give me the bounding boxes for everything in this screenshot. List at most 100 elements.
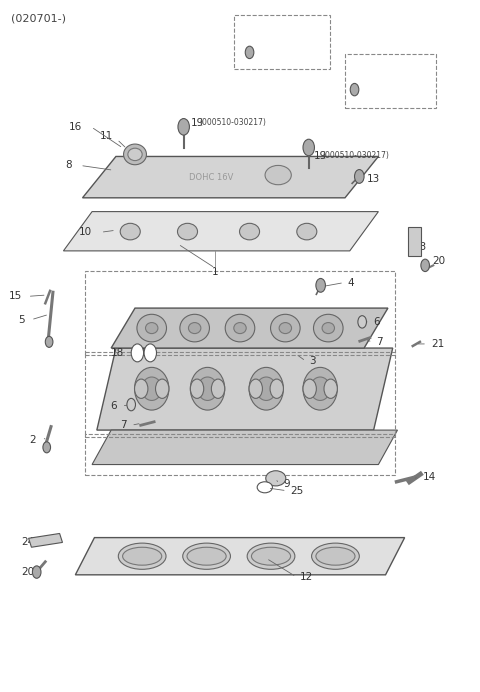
Ellipse shape xyxy=(257,482,273,493)
Text: 6: 6 xyxy=(111,401,117,411)
Ellipse shape xyxy=(191,367,225,410)
Circle shape xyxy=(350,84,359,95)
Circle shape xyxy=(245,46,254,59)
Text: 23: 23 xyxy=(413,242,426,253)
Circle shape xyxy=(421,260,430,271)
Ellipse shape xyxy=(180,314,209,342)
Circle shape xyxy=(43,441,50,453)
Ellipse shape xyxy=(310,377,330,401)
Ellipse shape xyxy=(256,377,276,401)
Ellipse shape xyxy=(247,543,295,570)
Polygon shape xyxy=(97,348,393,430)
Ellipse shape xyxy=(265,165,291,185)
Text: 1: 1 xyxy=(212,266,218,277)
Ellipse shape xyxy=(312,543,360,570)
Circle shape xyxy=(355,170,364,183)
Ellipse shape xyxy=(322,322,335,334)
Ellipse shape xyxy=(249,367,283,410)
Text: 3: 3 xyxy=(309,356,316,366)
Ellipse shape xyxy=(271,314,300,342)
Circle shape xyxy=(45,336,53,347)
Ellipse shape xyxy=(118,543,166,570)
Text: 11: 11 xyxy=(100,131,113,141)
Ellipse shape xyxy=(234,322,246,334)
Circle shape xyxy=(270,379,283,399)
Ellipse shape xyxy=(178,224,198,240)
Text: 20: 20 xyxy=(432,256,445,266)
Text: 8: 8 xyxy=(65,161,72,170)
Ellipse shape xyxy=(313,314,343,342)
Text: 9: 9 xyxy=(283,479,289,489)
Circle shape xyxy=(191,379,204,399)
Text: 18: 18 xyxy=(136,348,149,358)
Text: 4: 4 xyxy=(348,277,354,288)
Polygon shape xyxy=(111,308,388,348)
Circle shape xyxy=(144,344,156,362)
Ellipse shape xyxy=(123,144,146,165)
Text: 12: 12 xyxy=(300,572,313,582)
Ellipse shape xyxy=(134,367,169,410)
Ellipse shape xyxy=(189,322,201,334)
Polygon shape xyxy=(63,212,378,251)
Circle shape xyxy=(303,139,314,156)
Circle shape xyxy=(127,399,135,411)
Text: 15: 15 xyxy=(9,291,22,302)
Polygon shape xyxy=(83,156,378,198)
Bar xyxy=(408,228,421,257)
Text: (000510-030217): (000510-030217) xyxy=(199,118,266,127)
Text: 7: 7 xyxy=(120,420,127,430)
Text: 19: 19 xyxy=(191,118,204,128)
Circle shape xyxy=(156,379,169,399)
Text: 5: 5 xyxy=(19,315,25,325)
Circle shape xyxy=(324,379,337,399)
Ellipse shape xyxy=(297,224,317,240)
Ellipse shape xyxy=(266,471,286,486)
FancyBboxPatch shape xyxy=(345,55,436,108)
Circle shape xyxy=(178,118,190,135)
Circle shape xyxy=(249,379,263,399)
Text: (030217-): (030217-) xyxy=(241,30,279,39)
Ellipse shape xyxy=(252,547,290,565)
Text: 2: 2 xyxy=(30,435,36,446)
Ellipse shape xyxy=(198,377,217,401)
Text: 20: 20 xyxy=(22,567,35,577)
Text: DOHC 16V: DOHC 16V xyxy=(189,172,234,181)
Ellipse shape xyxy=(183,543,230,570)
Polygon shape xyxy=(29,534,62,547)
Ellipse shape xyxy=(316,547,355,565)
Text: (030217-): (030217-) xyxy=(351,67,388,76)
Text: 21: 21 xyxy=(431,339,444,349)
Circle shape xyxy=(316,278,325,292)
Ellipse shape xyxy=(122,547,162,565)
Ellipse shape xyxy=(187,547,226,565)
Text: 7: 7 xyxy=(376,337,383,347)
Ellipse shape xyxy=(279,322,291,334)
Ellipse shape xyxy=(128,148,142,161)
Text: 25: 25 xyxy=(290,486,304,495)
Text: (000510-030217): (000510-030217) xyxy=(322,152,389,161)
Text: 18: 18 xyxy=(111,348,124,358)
Text: (020701-): (020701-) xyxy=(11,14,66,24)
Text: 19: 19 xyxy=(313,151,327,161)
Ellipse shape xyxy=(303,367,337,410)
Circle shape xyxy=(211,379,225,399)
Polygon shape xyxy=(75,538,405,575)
Circle shape xyxy=(358,316,366,328)
Text: 24: 24 xyxy=(22,538,35,547)
Ellipse shape xyxy=(142,377,162,401)
Text: 16: 16 xyxy=(69,122,83,132)
Circle shape xyxy=(303,379,316,399)
Circle shape xyxy=(33,566,41,579)
Ellipse shape xyxy=(120,224,140,240)
Text: 14: 14 xyxy=(423,472,436,482)
Circle shape xyxy=(131,344,144,362)
Ellipse shape xyxy=(137,314,167,342)
Ellipse shape xyxy=(145,322,158,334)
Text: 27: 27 xyxy=(266,46,279,57)
Circle shape xyxy=(134,379,148,399)
Text: 13: 13 xyxy=(366,174,380,184)
Text: 26: 26 xyxy=(371,84,384,94)
Polygon shape xyxy=(92,430,397,464)
Text: 10: 10 xyxy=(79,227,92,237)
Ellipse shape xyxy=(225,314,255,342)
